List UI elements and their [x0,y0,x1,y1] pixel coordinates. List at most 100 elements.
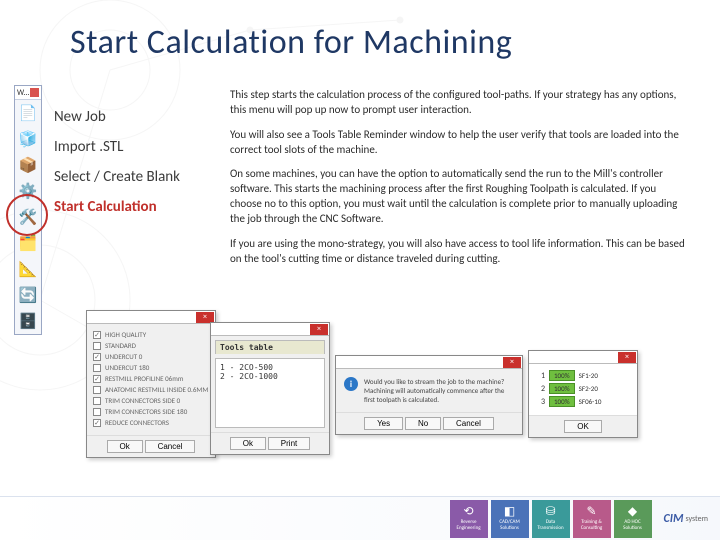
tool-line: 1 - 2CO-500 [220,363,320,372]
tile-icon: ◆ [628,506,637,519]
footer-tile[interactable]: ✎Training & Consulting [573,500,611,538]
life-badge: 100% [549,396,575,407]
blank-icon[interactable]: 📦 [15,152,41,178]
option-label: TRIM CONNECTORS SIDE 180 [105,407,187,416]
paragraph: On some machines, you can have the optio… [230,167,690,226]
paragraph: You will also see a Tools Table Reminder… [230,128,690,158]
tile-label: AD HOC Solutions [616,520,650,531]
calc-icon[interactable]: ⚙️ [15,178,41,204]
toolbar-titlebar: W... [15,86,41,100]
model-icon[interactable]: 🧊 [15,126,41,152]
info-icon: i [344,377,358,391]
page-title: Start Calculation for Machining [70,22,512,63]
tile-icon: ✎ [587,506,597,519]
option-row[interactable]: ✓ REDUCE CONNECTORS [93,418,209,427]
option-label: HIGH QUALITY [105,330,146,339]
tool-name: SF1-20 [579,371,598,380]
slot-number: 3 [535,397,545,407]
vertical-toolbar: W... 📄🧊📦⚙️🛠️🗂️📐🔄🗄️ [14,85,42,335]
brand-logo: CIMsystem [664,512,708,526]
toolbar-label: W... [17,88,29,98]
close-icon[interactable]: × [310,324,328,335]
ok-button[interactable]: Ok [107,440,143,453]
slot-dialog: × 1 100% SF1-20 2 100% SF2-20 3 100% SF06-10 OK [528,350,638,438]
life-badge: 100% [549,383,575,394]
tile-label: Data Transmission [534,520,568,531]
checkbox-icon[interactable] [93,342,101,350]
layers-icon[interactable]: 🗂️ [15,230,41,256]
doc-icon[interactable]: 📄 [15,100,41,126]
option-label: RESTMILL PROFILINE 06mm [105,374,183,383]
ok-button[interactable]: OK [564,420,602,433]
slot-row: 1 100% SF1-20 [535,370,631,381]
checkbox-icon[interactable]: ✓ [93,419,101,427]
option-label: STANDARD [105,341,136,350]
slot-row: 2 100% SF2-20 [535,383,631,394]
options-dialog: × ✓ HIGH QUALITY STANDARD ✓ UNDERCUT 0 UNDERC… [86,310,216,458]
ok-button[interactable]: Ok [230,437,266,450]
stream-dialog: × i Would you like to stream the job to … [335,355,523,435]
tool-name: SF2-20 [579,384,598,393]
export-icon[interactable]: 🔄 [15,282,41,308]
tile-icon: ◧ [504,506,515,519]
tile-icon: ⟲ [464,506,474,519]
db-icon[interactable]: 🗄️ [15,308,41,334]
footer-tile[interactable]: ◆AD HOC Solutions [614,500,652,538]
checkbox-icon[interactable] [93,386,101,394]
step-item: Import .STL [54,132,180,162]
option-row[interactable]: ✓ HIGH QUALITY [93,330,209,339]
option-row[interactable]: TRIM CONNECTORS SIDE 0 [93,396,209,405]
stream-message: Would you like to stream the job to the … [364,377,514,404]
close-icon[interactable]: × [618,352,636,363]
footer-tile[interactable]: ⛁Data Transmission [532,500,570,538]
tile-label: CAD/CAM Solutions [493,520,527,531]
tool-name: SF06-10 [579,397,602,406]
option-label: ANATOMIC RESTMILL INSIDE 0.6MM [105,385,208,394]
option-row[interactable]: UNDERCUT 180 [93,363,209,372]
step-item: Start Calculation [54,192,180,222]
slot-number: 1 [535,371,545,381]
option-label: TRIM CONNECTORS SIDE 0 [105,396,180,405]
footer-tile[interactable]: ⟲Reverse Engineering [450,500,488,538]
checkbox-icon[interactable]: ✓ [93,375,101,383]
slot-row: 3 100% SF06-10 [535,396,631,407]
close-icon[interactable]: × [503,357,521,368]
tool-line: 2 - 2CO-1000 [220,372,320,381]
option-label: UNDERCUT 180 [105,363,149,372]
checkbox-icon[interactable] [93,408,101,416]
option-row[interactable]: ANATOMIC RESTMILL INSIDE 0.6MM [93,385,209,394]
step-list: New JobImport .STLSelect / Create BlankS… [54,102,180,222]
toolbar-close-icon[interactable] [30,88,39,97]
tile-label: Reverse Engineering [452,520,486,531]
tools-dialog: × Tools table 1 - 2CO-5002 - 2CO-1000 Ok… [210,322,330,455]
param-icon[interactable]: 📐 [15,256,41,282]
no-button[interactable]: No [405,417,441,430]
life-badge: 100% [549,370,575,381]
yes-button[interactable]: Yes [364,417,403,430]
option-row[interactable]: ✓ UNDERCUT 0 [93,352,209,361]
step-item: Select / Create Blank [54,162,180,192]
footer: ⟲Reverse Engineering◧CAD/CAM Solutions⛁D… [0,496,720,540]
print-button[interactable]: Print [268,437,310,450]
body-text: This step starts the calculation process… [230,88,690,276]
slot-number: 2 [535,384,545,394]
option-row[interactable]: STANDARD [93,341,209,350]
checkbox-icon[interactable]: ✓ [93,331,101,339]
cancel-button[interactable]: Cancel [443,417,494,430]
tile-label: Training & Consulting [575,520,609,531]
checkbox-icon[interactable] [93,364,101,372]
option-label: UNDERCUT 0 [105,352,142,361]
option-row[interactable]: TRIM CONNECTORS SIDE 180 [93,407,209,416]
tools-header: Tools table [215,340,325,354]
paragraph: If you are using the mono-strategy, you … [230,237,690,267]
footer-tile[interactable]: ◧CAD/CAM Solutions [491,500,529,538]
paragraph: This step starts the calculation process… [230,88,690,118]
cancel-button[interactable]: Cancel [145,440,196,453]
option-row[interactable]: ✓ RESTMILL PROFILINE 06mm [93,374,209,383]
checkbox-icon[interactable]: ✓ [93,353,101,361]
option-label: REDUCE CONNECTORS [105,418,169,427]
checkbox-icon[interactable] [93,397,101,405]
close-icon[interactable]: × [196,312,214,323]
step-item: New Job [54,102,180,132]
tool-icon[interactable]: 🛠️ [15,204,41,230]
